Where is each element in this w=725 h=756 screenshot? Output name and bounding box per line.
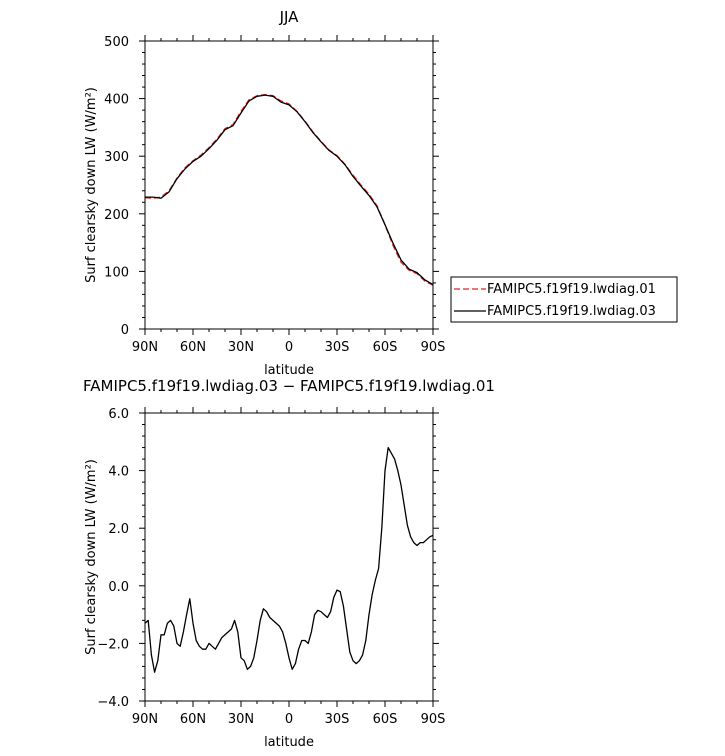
bottom-x-tick-label: 90S: [421, 712, 446, 727]
bottom-x-tick-label: 60S: [373, 712, 398, 727]
bottom-axis-ticks: 90N 60N 30N 0 30S 60S 90S −4.0 −2.0 0.0 2.0 4.0 6.0: [97, 407, 445, 727]
top-data-lines: [144, 93, 434, 286]
bottom-series-line-1: [144, 446, 434, 673]
top-y-tick-label: 300: [104, 150, 129, 165]
bottom-y-tick-label: 2.0: [108, 522, 129, 537]
top-axis-ticks: 90N 60N 30N 0 30S 60S 90S 0 100 200 300 400 500: [104, 35, 445, 355]
top-y-tick-label: 100: [104, 265, 129, 280]
legend: FAMIPC5.f19f19.lwdiag.01 FAMIPC5.f19f19.…: [450, 276, 678, 323]
bottom-x-tick-label: 30N: [228, 712, 254, 727]
bottom-y-tick-label: −2.0: [97, 637, 129, 652]
top-x-axis-label: latitude: [264, 363, 314, 378]
bottom-x-tick-label: 0: [285, 712, 293, 727]
top-y-tick-label: 200: [104, 208, 129, 223]
top-y-tick-label: 400: [104, 93, 129, 108]
top-x-tick-label: 30N: [228, 340, 254, 355]
bottom-y-tick-label: 4.0: [108, 465, 129, 480]
top-plot-frame: [144, 40, 434, 330]
top-x-tick-label: 60N: [180, 340, 206, 355]
bottom-x-tick-label: 90N: [132, 712, 158, 727]
bottom-plot-frame: [144, 412, 434, 702]
top-x-tick-label: 90N: [132, 340, 158, 355]
legend-label-series-1: FAMIPC5.f19f19.lwdiag.01: [487, 282, 656, 297]
top-series-line-1: [144, 93, 434, 286]
bottom-y-tick-label: 0.0: [108, 580, 129, 595]
top-x-tick-label: 0: [285, 340, 293, 355]
legend-label-series-2: FAMIPC5.f19f19.lwdiag.03: [487, 304, 656, 319]
top-y-tick-label: 0: [121, 323, 129, 338]
top-x-tick-label: 60S: [373, 340, 398, 355]
bottom-chart-title: FAMIPC5.f19f19.lwdiag.03 − FAMIPC5.f19f1…: [83, 377, 495, 395]
top-y-axis-label: Surf clearsky down LW (W/m²): [84, 87, 99, 283]
bottom-data-lines: [144, 446, 434, 673]
top-x-tick-label: 30S: [325, 340, 350, 355]
bottom-x-tick-label: 60N: [180, 712, 206, 727]
top-x-tick-label: 90S: [421, 340, 446, 355]
top-chart-panel: JJA Surf clearsky down LW (W/m²) latitud…: [84, 8, 445, 378]
bottom-y-tick-label: 6.0: [108, 407, 129, 422]
bottom-y-tick-label: −4.0: [97, 695, 129, 710]
top-y-tick-label: 500: [104, 35, 129, 50]
bottom-y-axis-label: Surf clearsky down LW (W/m²): [84, 459, 99, 655]
top-series-line-2: [145, 94, 434, 286]
bottom-x-axis-label: latitude: [264, 735, 314, 750]
top-chart-title: JJA: [279, 8, 300, 26]
bottom-x-tick-label: 30S: [325, 712, 350, 727]
bottom-chart-panel: FAMIPC5.f19f19.lwdiag.03 − FAMIPC5.f19f1…: [83, 377, 495, 750]
legend-box: [450, 276, 678, 323]
